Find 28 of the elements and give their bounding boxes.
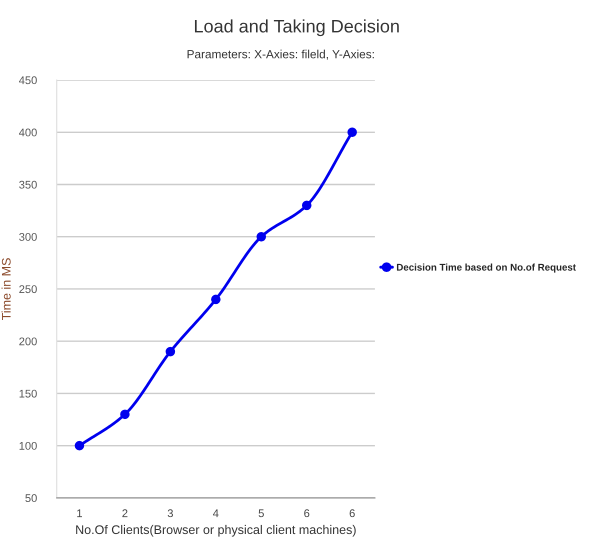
x-tick-label: 5	[258, 509, 264, 518]
x-axis-title: No.Of Clients(Browser or physical client machines)	[76, 524, 356, 537]
chart-subtitle: Parameters: X-Axies: fileld, Y-Axies:	[188, 50, 374, 60]
y-tick-label: 400	[18, 128, 37, 136]
point	[347, 128, 357, 138]
y-tick-label: 450	[18, 76, 37, 84]
y-tick-label: 300	[19, 233, 37, 241]
legend-label: Decision Time based on No.of Request	[396, 264, 576, 273]
point	[120, 410, 130, 420]
y-tick-label: 250	[19, 285, 37, 294]
x-tick-label: 4	[212, 509, 219, 518]
point	[256, 232, 266, 242]
y-axis-title: Time in MS	[2, 258, 11, 320]
y-tick-label: 200	[19, 337, 37, 346]
point	[211, 294, 221, 304]
chart-title: Load and Taking Decision	[194, 19, 399, 36]
x-tick-label: 1	[77, 509, 82, 518]
x-tick-label: 6	[304, 509, 310, 518]
point	[166, 346, 176, 356]
x-tick-label: 3	[168, 509, 173, 518]
y-tick-label: 50	[25, 494, 37, 502]
y-tick-label: 150	[20, 390, 37, 398]
point	[302, 200, 312, 210]
point	[74, 440, 84, 450]
x-tick-label: 2	[122, 509, 128, 518]
x-tick-label: 6	[350, 509, 355, 518]
y-tick-label: 100	[20, 442, 37, 450]
y-tick-label: 350	[19, 180, 37, 189]
